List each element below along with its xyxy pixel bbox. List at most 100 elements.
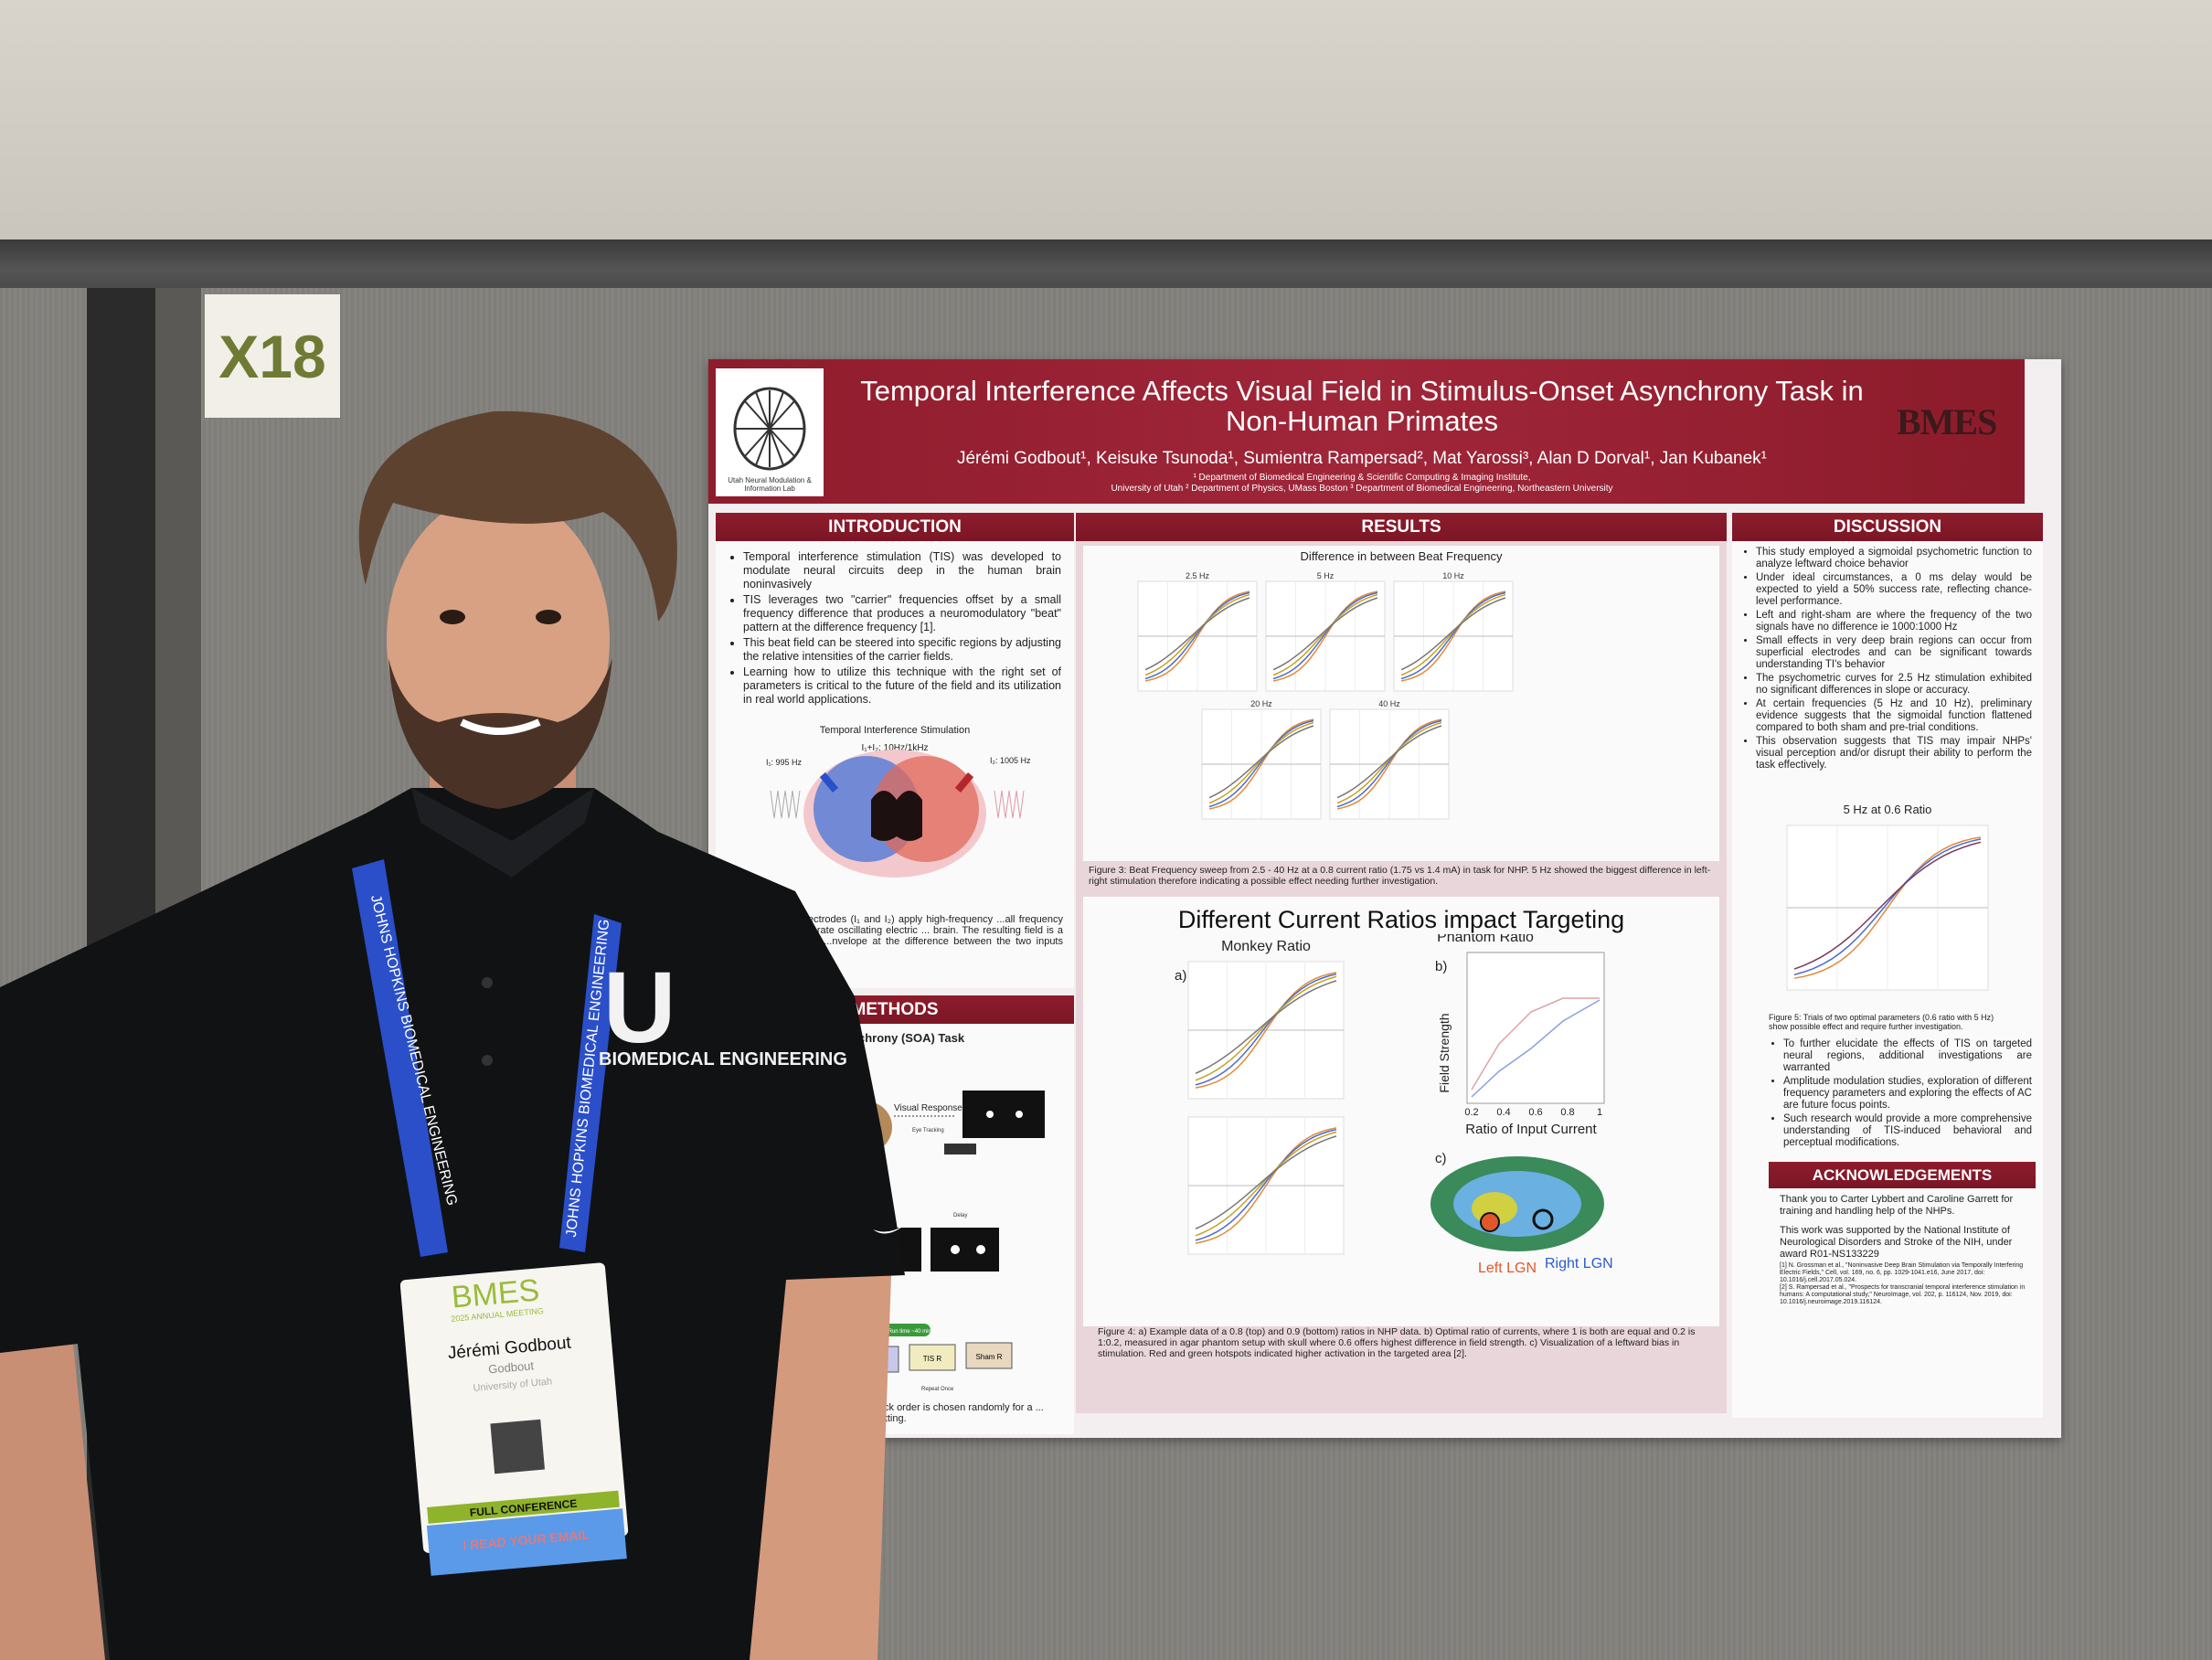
fig5-plot bbox=[1786, 825, 1989, 991]
plot-panel-label: 10 Hz bbox=[1442, 571, 1464, 580]
introduction-bullets: Temporal interference stimulation (TIS) … bbox=[716, 541, 1074, 707]
figure-4: Different Current Ratios impact Targetin… bbox=[1083, 897, 1719, 1326]
series-line bbox=[1144, 591, 1250, 680]
acknowledgements-heading: ACKNOWLEDGEMENTS bbox=[1769, 1162, 2036, 1188]
bullet-item: Under ideal circumstances, a 0 ms delay … bbox=[1756, 572, 2032, 608]
bullet-item: Temporal interference stimulation (TIS) … bbox=[743, 550, 1061, 591]
methods-caption: ...on. The block order is chosen randoml… bbox=[825, 1402, 1044, 1424]
eye-tracking-label: Eye Tracking bbox=[912, 1128, 944, 1133]
x-tick-label: 1 bbox=[1597, 1107, 1602, 1118]
introduction-section: INTRODUCTION Temporal interference stimu… bbox=[716, 513, 1074, 988]
phantom-ratio-chart: 0.2 0.4 0.6 0.8 1 bbox=[1464, 952, 1605, 1118]
block-sham-r bbox=[965, 1342, 1013, 1369]
affiliation-line: ¹ Department of Biomedical Engineering &… bbox=[1193, 473, 1531, 483]
figure-3: Difference in between Beat Frequency 2.5… bbox=[1083, 546, 1719, 861]
series-line bbox=[1208, 725, 1314, 799]
soa-task-diagram: Visual Response Eye Tracking Task Delay … bbox=[839, 1091, 1045, 1392]
current-ratio-plots: Monkey Ratio Phantom Ratio a) b) c) Fiel… bbox=[1175, 930, 1613, 1276]
reference-1: [1] N. Grossman et al., "Noninvasive Dee… bbox=[1780, 1262, 2024, 1283]
tis-i1-label: I₁: 995 Hz bbox=[766, 758, 803, 767]
series-line bbox=[1144, 597, 1250, 671]
results-section: RESULTS Difference in between Beat Frequ… bbox=[1076, 513, 1727, 1413]
monitor-icon bbox=[931, 1228, 999, 1272]
bullet-item: This beat field can be steered into spec… bbox=[743, 636, 1061, 664]
block-label: Sham L bbox=[863, 1357, 888, 1365]
block-label: TIS R bbox=[923, 1355, 942, 1363]
series-line bbox=[1793, 841, 1982, 970]
series-line-right bbox=[1471, 999, 1601, 1098]
reference-2: [2] S. Rampersad et al., "Prospects for … bbox=[1780, 1284, 2026, 1305]
series-line bbox=[1272, 597, 1378, 671]
series-line bbox=[1336, 719, 1442, 808]
i2-waveform bbox=[994, 790, 1025, 819]
lab-logo: Utah Neural Modulation & Information Lab bbox=[716, 368, 824, 496]
future-bullets: To further elucidate the effects of TIS … bbox=[1732, 1031, 2043, 1149]
plot-panel-label: 20 Hz bbox=[1250, 699, 1272, 708]
fig4-title: Different Current Ratios impact Targetin… bbox=[1177, 906, 1625, 933]
psychometric-plot: 2.5 Hz bbox=[1137, 571, 1258, 692]
series-line bbox=[1195, 1131, 1337, 1237]
x-tick-label: 0.6 bbox=[1528, 1107, 1542, 1118]
series-line bbox=[1272, 591, 1378, 682]
total-run-label: Total Run time ~40 min bbox=[875, 1329, 931, 1335]
results-heading: RESULTS bbox=[1076, 513, 1727, 541]
x-tick-label: 0.2 bbox=[1464, 1107, 1478, 1118]
left-lgn-label: Left LGN bbox=[1478, 1261, 1537, 1276]
methods-subheading: ...ynchrony (SOA) Task bbox=[835, 1031, 965, 1045]
panel-c-label: c) bbox=[1435, 1151, 1447, 1166]
series-line bbox=[1400, 591, 1506, 682]
bullet-item: This observation suggests that TIS may i… bbox=[1756, 736, 2032, 771]
series-line bbox=[1793, 838, 1982, 976]
bullet-item: Small effects in very deep brain regions… bbox=[1756, 635, 2032, 671]
bullet-item: This study employed a sigmoidal psychome… bbox=[1756, 547, 2032, 570]
x-tick-label: 0.4 bbox=[1496, 1107, 1510, 1118]
series-line bbox=[1195, 975, 1337, 1081]
delay-label: Delay bbox=[953, 1213, 967, 1218]
poster-title: Temporal Interference Affects Visual Fie… bbox=[860, 375, 1864, 437]
series-line-left bbox=[1471, 997, 1600, 1091]
right-lgn-label: Right LGN bbox=[1545, 1256, 1613, 1272]
fig5-caption: Figure 5: Trials of two optimal paramete… bbox=[1769, 1013, 1994, 1031]
bullet-item: Learning how to utilize this technique w… bbox=[743, 665, 1061, 707]
psychometric-plot bbox=[1187, 961, 1345, 1100]
panel-b-label: b) bbox=[1435, 959, 1447, 974]
eye-tracker-icon bbox=[944, 1144, 976, 1155]
fig3-title: Difference in between Beat Frequency bbox=[1300, 549, 1503, 563]
bullet-item: To further elucidate the effects of TIS … bbox=[1783, 1038, 2032, 1074]
series-line bbox=[1195, 973, 1337, 1086]
tis-figure-title: Temporal Interference Stimulation bbox=[819, 725, 971, 736]
monitor-icon bbox=[962, 1091, 1045, 1138]
fig5-title: 5 Hz at 0.6 Ratio bbox=[1843, 803, 1932, 816]
block-tis-r bbox=[909, 1344, 956, 1371]
fig4-caption: Figure 4: a) Example data of a 0.8 (top)… bbox=[1098, 1326, 1696, 1359]
series-line bbox=[1195, 1135, 1337, 1229]
monkey-ratio-label: Monkey Ratio bbox=[1221, 939, 1311, 954]
ack-thanks: Thank you to Carter Lybbert and Caroline… bbox=[1780, 1194, 2014, 1217]
psychometric-plot bbox=[1187, 1116, 1345, 1255]
tis-i2-label: I₂: 1005 Hz bbox=[990, 756, 1031, 765]
bullet-item: Such research would provide a more compr… bbox=[1783, 1113, 2032, 1149]
i1-waveform bbox=[770, 790, 801, 819]
series-line bbox=[1336, 718, 1442, 810]
plot-panel-label: 5 Hz bbox=[1317, 571, 1335, 580]
poster-header: Utah Neural Modulation & Information Lab… bbox=[708, 359, 2025, 504]
series-line bbox=[1336, 725, 1442, 799]
brain-circuit-icon bbox=[733, 387, 806, 471]
series-line bbox=[1208, 718, 1314, 810]
tis-sum-label: I₁+I₂: 10Hz/1kHz bbox=[861, 743, 928, 753]
tis-diagram: I₁+I₂: 10Hz/1kHz I₁: 995 Hz I₂: 1005 Hz bbox=[766, 743, 1031, 878]
discussion-heading: DISCUSSION bbox=[1732, 513, 2043, 541]
bullet-item: The psychometric curves for 2.5 Hz stimu… bbox=[1756, 673, 2032, 697]
methods-section: METHODS ...ynchrony (SOA) Task Visual Re… bbox=[716, 995, 1074, 1434]
board-post-edge bbox=[155, 288, 201, 1660]
panel-rail bbox=[0, 239, 2212, 290]
methods-heading: METHODS bbox=[716, 995, 1074, 1024]
plot-frame bbox=[1466, 952, 1605, 1104]
x-tick-label: 0.8 bbox=[1560, 1107, 1574, 1118]
plot-panel-label: 2.5 Hz bbox=[1186, 571, 1210, 580]
plot-panel-label: 40 Hz bbox=[1378, 699, 1400, 708]
series-line bbox=[1195, 980, 1337, 1074]
series-line bbox=[1793, 836, 1982, 979]
psychometric-plot: 5 Hz bbox=[1265, 571, 1386, 692]
bullet-item: Left and right-sham are where the freque… bbox=[1756, 610, 2032, 633]
